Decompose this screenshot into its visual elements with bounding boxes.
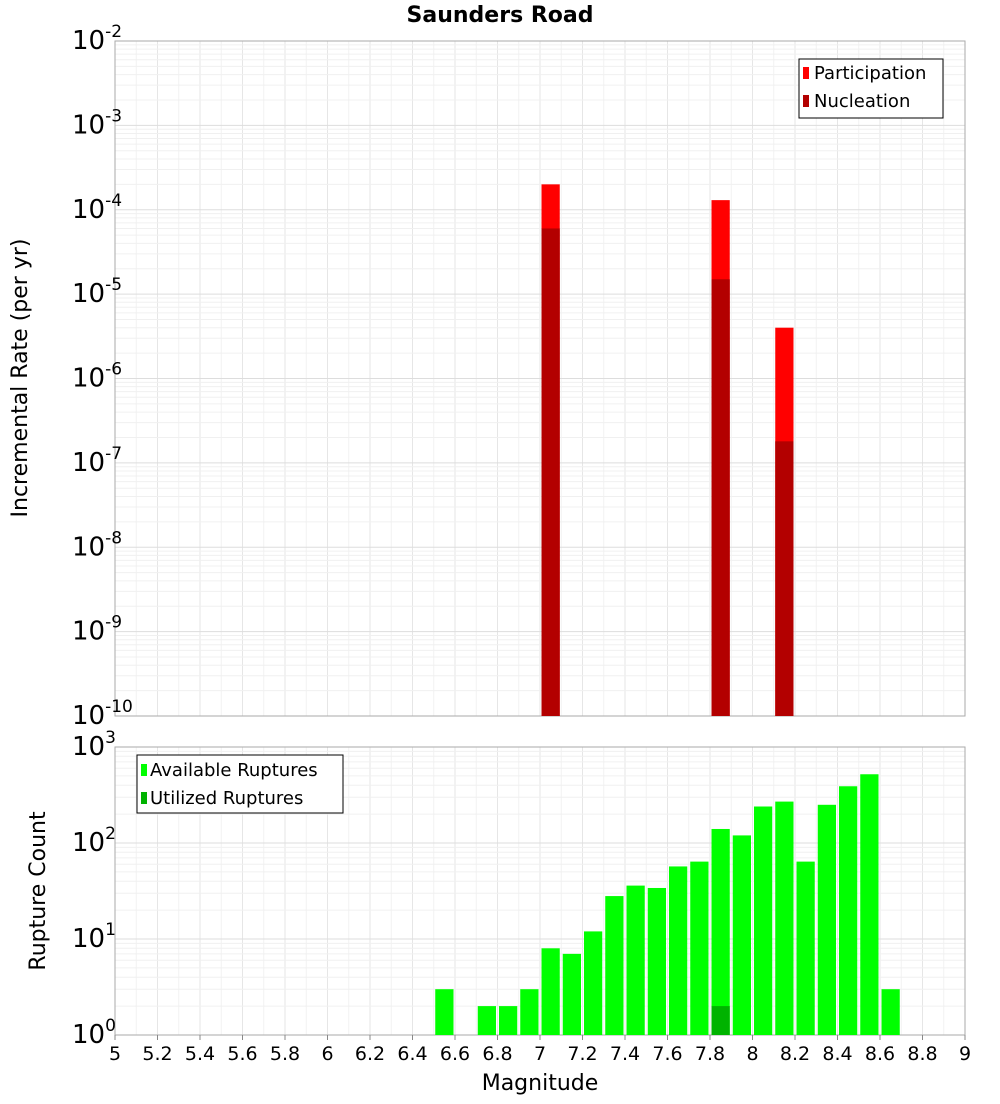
bottom-bar-available-ruptures: [881, 989, 900, 1035]
bottom-bar-available-ruptures: [477, 1006, 496, 1035]
bottom-bars: [435, 774, 900, 1035]
x-tick-label: 6.8: [482, 1043, 512, 1065]
bottom-bar-available-ruptures: [732, 835, 751, 1035]
x-tick-label: 7: [534, 1043, 546, 1065]
bottom-bar-available-ruptures: [647, 887, 666, 1035]
bottom-bar-available-ruptures: [562, 953, 581, 1035]
x-tick-label: 9: [959, 1043, 971, 1065]
x-tick-labels: 5 5.2 5.4 5.6 5.8 6 6.2 6.4 6.6 6.8 7 7.2 7.4 7.6 7.8 8…: [109, 1035, 971, 1065]
legend-utilized-swatch: [141, 792, 147, 804]
bottom-y-tick-label: 102: [72, 824, 116, 858]
bottom-bar-available-ruptures: [817, 804, 836, 1035]
x-tick-label: 5.6: [227, 1043, 257, 1065]
legend-participation-swatch: [803, 67, 809, 79]
bottom-bar-available-ruptures: [860, 774, 879, 1035]
x-tick-label: 7.6: [652, 1043, 682, 1065]
bottom-bar-available-ruptures: [605, 896, 624, 1035]
bottom-bar-available-ruptures: [626, 885, 645, 1035]
legend-available-label: Available Ruptures: [150, 760, 318, 781]
top-bar-nucleation: [775, 441, 794, 716]
top-y-axis-label: Incremental Rate (per yr): [8, 239, 33, 518]
bottom-bar-available-ruptures: [711, 828, 730, 1035]
x-tick-label: 7.4: [610, 1043, 640, 1065]
bottom-bar-available-ruptures: [754, 806, 773, 1035]
top-bar-nucleation: [541, 228, 560, 716]
x-axis-label: Magnitude: [482, 1071, 599, 1096]
x-tick-label: 5.8: [270, 1043, 300, 1065]
x-tick-label: 7.2: [567, 1043, 597, 1065]
x-tick-label: 6: [321, 1043, 333, 1065]
bottom-bar-available-ruptures: [796, 861, 815, 1035]
top-bar-nucleation: [711, 279, 730, 716]
x-tick-label: 8.8: [907, 1043, 937, 1065]
x-tick-label: 8.2: [780, 1043, 810, 1065]
bottom-y-axis-label: Rupture Count: [26, 811, 51, 971]
top-legend: Participation Nucleation: [798, 58, 944, 119]
chart-title: Saunders Road: [407, 3, 594, 28]
bottom-bar-available-ruptures: [541, 948, 560, 1035]
bottom-bar-available-ruptures: [839, 786, 858, 1035]
top-legend-box: [798, 58, 944, 119]
bottom-bar-available-ruptures: [775, 801, 794, 1035]
x-tick-label: 6.6: [440, 1043, 470, 1065]
bottom-bar-utilized-ruptures: [711, 1006, 730, 1035]
legend-utilized-label: Utilized Ruptures: [150, 788, 303, 809]
x-tick-label: 8: [746, 1043, 758, 1065]
x-tick-label: 8.6: [865, 1043, 895, 1065]
bottom-bar-available-ruptures: [520, 989, 539, 1035]
top-y-tick-label: 10-10: [72, 697, 133, 731]
x-tick-label: 5: [109, 1043, 121, 1065]
legend-nucleation-label: Nucleation: [814, 91, 910, 112]
legend-nucleation-swatch: [803, 95, 809, 107]
x-tick-label: 7.8: [695, 1043, 725, 1065]
x-tick-label: 5.4: [185, 1043, 215, 1065]
bottom-bar-available-ruptures: [435, 989, 454, 1035]
bottom-bar-available-ruptures: [669, 866, 688, 1035]
bottom-bar-available-ruptures: [584, 931, 603, 1035]
x-tick-label: 6.2: [355, 1043, 385, 1065]
top-gridlines: [114, 41, 966, 717]
bottom-legend: Available Ruptures Utilized Ruptures: [136, 754, 344, 814]
bottom-y-tick-label: 101: [72, 920, 116, 954]
legend-available-swatch: [141, 764, 147, 776]
x-tick-label: 5.2: [142, 1043, 172, 1065]
bottom-bar-available-ruptures: [499, 1006, 518, 1035]
bottom-legend-box: [136, 754, 344, 814]
bottom-bar-available-ruptures: [690, 861, 709, 1035]
bottom-y-tick-label: 103: [72, 728, 116, 762]
legend-participation-label: Participation: [814, 63, 926, 84]
top-bars: [541, 184, 794, 717]
top-plot-frame: [114, 40, 966, 717]
x-tick-label: 8.4: [822, 1043, 852, 1065]
top-y-tick-label: 10-9: [72, 613, 122, 647]
x-tick-label: 6.4: [397, 1043, 427, 1065]
